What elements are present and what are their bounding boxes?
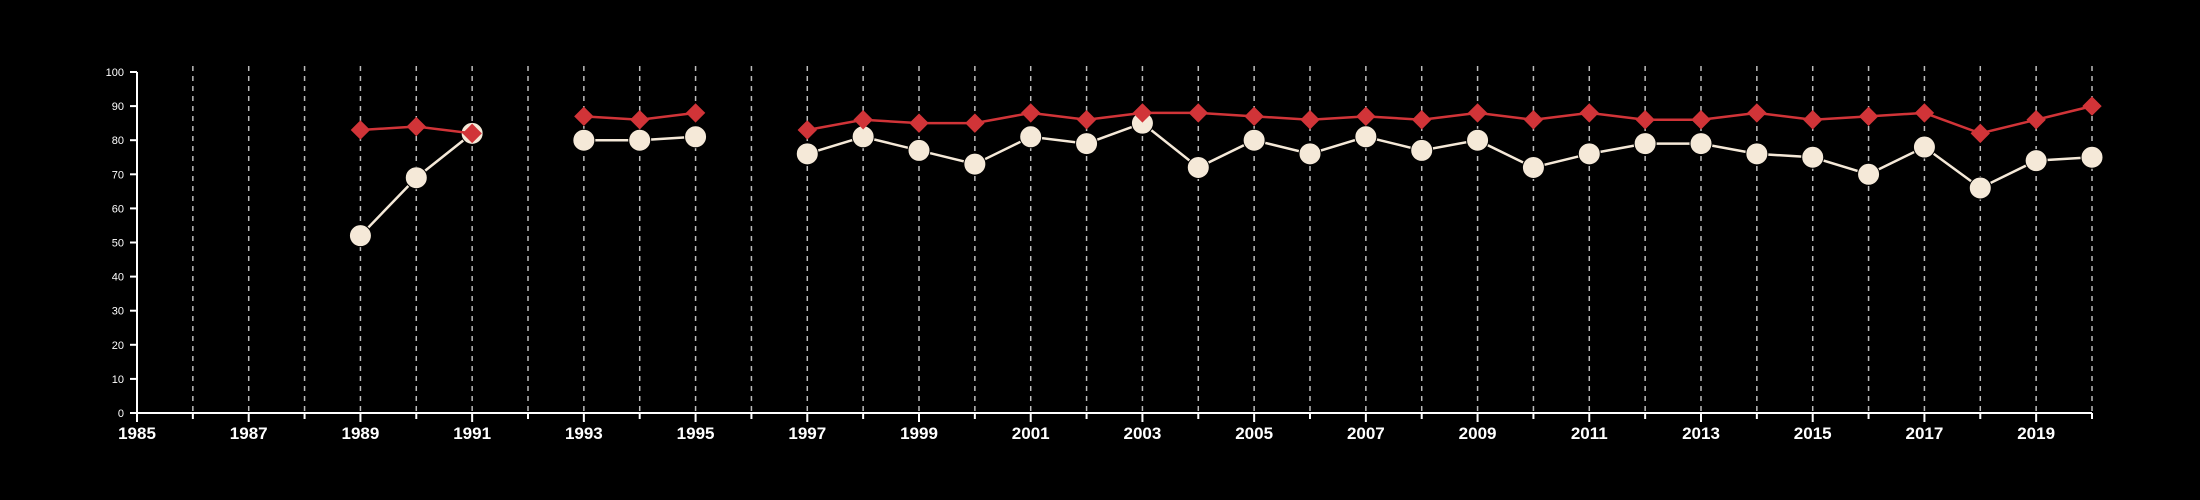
- diamond-point-2018: [1970, 123, 1990, 144]
- circle-point-2017: [1912, 135, 1936, 159]
- diamond-point-2014: [1747, 103, 1767, 123]
- x-tick-label-2003: 2003: [1124, 424, 1162, 443]
- diamond-point-2006: [1300, 110, 1320, 130]
- x-tick-label-2017: 2017: [1906, 424, 1944, 443]
- circle-point-2002: [1075, 132, 1099, 156]
- diamond-point-2000: [965, 113, 985, 133]
- circle-point-1990: [404, 166, 428, 190]
- circle-point-2016: [1857, 162, 1881, 186]
- diamond-point-2019: [2026, 110, 2046, 130]
- y-tick-label-60: 60: [112, 203, 124, 215]
- diamond-point-2005: [1244, 106, 1264, 127]
- circle-point-2018: [1968, 176, 1992, 200]
- diamond-point-2007: [1356, 106, 1376, 127]
- x-tick-label-2019: 2019: [2017, 424, 2055, 443]
- y-tick-label-70: 70: [112, 169, 124, 181]
- x-tick-label-2011: 2011: [1571, 424, 1608, 443]
- circle-point-1989: [348, 224, 372, 248]
- diamond-point-2016: [1858, 106, 1879, 127]
- diamond-point-2010: [1523, 110, 1544, 130]
- diamond-point-2002: [1076, 110, 1097, 130]
- diamond-point-2013: [1691, 110, 1711, 130]
- x-tick-label-2015: 2015: [1794, 424, 1832, 443]
- x-tick-label-1989: 1989: [342, 424, 380, 443]
- circle-point-2004: [1186, 155, 1210, 179]
- diamond-point-1998: [853, 110, 873, 130]
- circle-point-1997: [795, 142, 819, 166]
- y-tick-label-90: 90: [112, 101, 124, 113]
- diamond-point-2003: [1132, 103, 1153, 123]
- x-tick-label-2009: 2009: [1459, 424, 1497, 443]
- diamond-point-1999: [909, 113, 929, 133]
- x-tick-label-2013: 2013: [1682, 424, 1720, 443]
- y-tick-label-10: 10: [112, 374, 124, 386]
- diamond-point-2011: [1579, 103, 1599, 123]
- diamond-point-2020: [2082, 96, 2102, 116]
- diamond-point-2012: [1635, 110, 1655, 130]
- series-layer: [348, 96, 2104, 248]
- diamond-series-line: [807, 104, 2093, 135]
- x-tick-label-2005: 2005: [1235, 424, 1273, 443]
- circle-point-2006: [1298, 142, 1322, 166]
- circle-point-1999: [907, 138, 931, 162]
- x-tick-label-1997: 1997: [788, 424, 826, 443]
- x-tick-label-1993: 1993: [565, 424, 603, 443]
- diamond-point-1989: [350, 120, 371, 140]
- circle-point-2013: [1689, 132, 1713, 156]
- y-tick-label-20: 20: [112, 340, 124, 352]
- y-tick-label-50: 50: [112, 238, 124, 250]
- circle-point-1995: [684, 125, 708, 149]
- x-tick-label-1987: 1987: [230, 424, 268, 443]
- circle-series-line: [806, 121, 2093, 190]
- diamond-point-2015: [1803, 110, 1823, 130]
- diamond-point-1997: [797, 120, 817, 140]
- circle-point-2009: [1466, 128, 1490, 152]
- x-tick-label-1991: 1991: [453, 424, 491, 443]
- circle-point-1994: [628, 128, 652, 152]
- diamond-point-2017: [1914, 103, 1935, 123]
- circle-point-2007: [1354, 125, 1378, 149]
- circle-point-2012: [1633, 132, 1657, 156]
- y-tick-label-0: 0: [118, 408, 124, 420]
- diamond-point-1991: [462, 123, 482, 144]
- y-tick-label-30: 30: [112, 306, 124, 318]
- circle-point-2010: [1521, 155, 1545, 179]
- x-tick-label-2007: 2007: [1347, 424, 1385, 443]
- y-tick-label-100: 100: [106, 67, 124, 79]
- circle-point-2014: [1745, 142, 1769, 166]
- x-tick-label-1985: 1985: [118, 424, 156, 443]
- diamond-point-1990: [406, 116, 426, 137]
- circle-point-2019: [2024, 149, 2048, 173]
- diamond-point-2001: [1021, 103, 1041, 123]
- y-tick-label-40: 40: [112, 272, 124, 284]
- circle-point-1993: [572, 128, 596, 152]
- circle-point-2015: [1801, 145, 1825, 169]
- diamond-point-2004: [1188, 103, 1208, 123]
- circle-point-2001: [1019, 125, 1043, 149]
- diamond-point-1995: [685, 103, 706, 123]
- circle-point-2000: [963, 152, 987, 176]
- circle-point-2008: [1410, 138, 1434, 162]
- diamond-point-2009: [1467, 103, 1488, 123]
- circle-point-2011: [1577, 142, 1601, 166]
- axis-layer: 0 10 20 30 40 50 60 70 80 90 100 1985 1987 1989 1991 19…: [106, 67, 2093, 443]
- x-tick-label-1999: 1999: [900, 424, 938, 443]
- x-tick-label-2001: 2001: [1012, 424, 1050, 443]
- x-tick-label-1995: 1995: [677, 424, 715, 443]
- circle-point-2020: [2080, 145, 2104, 169]
- diamond-point-1994: [630, 110, 650, 130]
- diamond-point-2008: [1412, 110, 1432, 130]
- circle-point-2005: [1242, 128, 1266, 152]
- diamond-point-1993: [574, 106, 594, 127]
- y-tick-label-80: 80: [112, 135, 124, 147]
